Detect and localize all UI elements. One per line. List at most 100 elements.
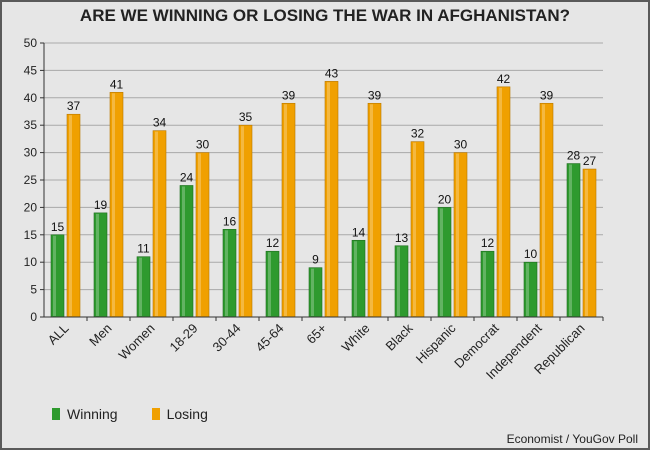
bar-winning bbox=[566, 163, 581, 318]
chart-title: ARE WE WINNING OR LOSING THE WAR IN AFGH… bbox=[79, 6, 571, 25]
bar-winning bbox=[136, 256, 151, 318]
bar-winning bbox=[179, 185, 194, 318]
data-label-losing: 41 bbox=[110, 77, 124, 91]
y-tick-label: 5 bbox=[30, 283, 37, 297]
y-tick-label: 20 bbox=[24, 200, 38, 214]
data-label-winning: 16 bbox=[223, 214, 237, 228]
bar-highlight bbox=[526, 263, 529, 316]
x-tick-label: Women bbox=[116, 321, 158, 363]
bar-highlight bbox=[182, 186, 185, 316]
data-label-winning: 9 bbox=[312, 253, 319, 267]
legend-label-winning: Winning bbox=[67, 406, 118, 422]
bar-winning bbox=[437, 207, 452, 318]
data-label-losing: 27 bbox=[583, 154, 597, 168]
legend-swatch-losing bbox=[151, 408, 160, 420]
y-tick-label: 35 bbox=[24, 118, 38, 132]
bar-losing bbox=[496, 86, 511, 318]
bar-losing bbox=[281, 102, 296, 318]
data-label-losing: 39 bbox=[282, 88, 296, 102]
data-label-losing: 30 bbox=[454, 138, 468, 152]
bar-highlight bbox=[569, 164, 572, 316]
bar-highlight bbox=[139, 257, 142, 316]
bar-losing bbox=[410, 141, 425, 318]
data-label-losing: 43 bbox=[325, 66, 339, 80]
bar-winning bbox=[93, 212, 108, 318]
legend-item-losing: Losing bbox=[151, 406, 208, 422]
bar-highlight bbox=[284, 104, 287, 316]
y-tick-label: 10 bbox=[24, 255, 38, 269]
legend-label-losing: Losing bbox=[166, 406, 208, 422]
data-label-winning: 19 bbox=[94, 198, 108, 212]
bar-highlight bbox=[311, 268, 314, 316]
bar-highlight bbox=[225, 230, 228, 316]
legend-item-winning: Winning bbox=[52, 406, 118, 422]
bar-highlight bbox=[327, 82, 330, 316]
bar-losing bbox=[152, 130, 167, 318]
data-label-winning: 11 bbox=[137, 242, 150, 256]
bar-losing bbox=[109, 92, 124, 318]
bar-highlight bbox=[198, 153, 201, 316]
data-label-winning: 24 bbox=[180, 170, 194, 184]
data-label-winning: 15 bbox=[51, 220, 65, 234]
data-label-losing: 30 bbox=[196, 138, 210, 152]
source-credit: Economist / YouGov Poll bbox=[506, 432, 638, 446]
data-label-winning: 20 bbox=[438, 192, 452, 206]
data-label-losing: 34 bbox=[153, 116, 167, 130]
bar-losing bbox=[238, 124, 253, 318]
y-tick-label: 0 bbox=[30, 310, 37, 324]
data-label-losing: 32 bbox=[411, 127, 425, 141]
data-label-winning: 12 bbox=[266, 236, 280, 250]
bar-losing bbox=[539, 102, 554, 318]
x-tick-label: White bbox=[339, 321, 373, 355]
bar-highlight bbox=[53, 235, 56, 316]
bar-highlight bbox=[440, 208, 443, 316]
y-tick-label: 45 bbox=[24, 63, 38, 77]
x-tick-label: 65+ bbox=[303, 321, 329, 347]
bar-highlight bbox=[268, 252, 271, 316]
x-tick-label: 18-29 bbox=[167, 321, 201, 355]
bar-highlight bbox=[542, 104, 545, 316]
bar-highlight bbox=[241, 126, 244, 316]
bar-highlight bbox=[413, 142, 416, 316]
data-label-losing: 37 bbox=[67, 99, 81, 113]
data-label-losing: 42 bbox=[497, 72, 511, 86]
data-label-winning: 12 bbox=[481, 236, 495, 250]
data-label-winning: 28 bbox=[567, 149, 581, 163]
bar-winning bbox=[480, 250, 495, 318]
data-label-losing: 39 bbox=[540, 88, 554, 102]
y-tick-label: 15 bbox=[24, 228, 38, 242]
y-tick-label: 40 bbox=[24, 91, 38, 105]
y-tick-label: 25 bbox=[24, 173, 38, 187]
bar-winning bbox=[351, 239, 366, 318]
bar-highlight bbox=[69, 115, 72, 317]
legend: Winning Losing bbox=[52, 406, 242, 422]
data-label-winning: 13 bbox=[395, 231, 409, 245]
bar-highlight bbox=[483, 252, 486, 316]
bar-losing bbox=[582, 168, 597, 318]
x-tick-label: Men bbox=[86, 321, 114, 349]
y-tick-label: 50 bbox=[24, 36, 38, 50]
bar-highlight bbox=[96, 213, 99, 316]
data-label-losing: 35 bbox=[239, 110, 253, 124]
x-tick-label: Black bbox=[383, 320, 416, 353]
x-tick-label: ALL bbox=[45, 321, 72, 348]
x-tick-label: 30-44 bbox=[210, 321, 244, 355]
bar-highlight bbox=[354, 241, 357, 316]
bar-highlight bbox=[397, 246, 400, 316]
bar-highlight bbox=[456, 153, 459, 316]
bar-highlight bbox=[370, 104, 373, 316]
bar-losing bbox=[367, 102, 382, 318]
bar-winning bbox=[265, 250, 280, 318]
bar-losing bbox=[453, 152, 468, 318]
data-label-winning: 14 bbox=[352, 225, 366, 239]
bar-highlight bbox=[112, 93, 115, 316]
bar-losing bbox=[324, 81, 339, 318]
bar-winning bbox=[222, 229, 237, 318]
bar-winning bbox=[523, 261, 538, 318]
bar-losing bbox=[66, 113, 81, 318]
bars: 15 37 19 41 11 34 24 30 16 35 12 39 9 43 14 39 13 32 20 30 1… bbox=[50, 66, 597, 318]
bar-winning bbox=[308, 267, 323, 318]
legend-swatch-winning bbox=[52, 408, 60, 420]
x-tick-label: 45-64 bbox=[253, 321, 287, 355]
